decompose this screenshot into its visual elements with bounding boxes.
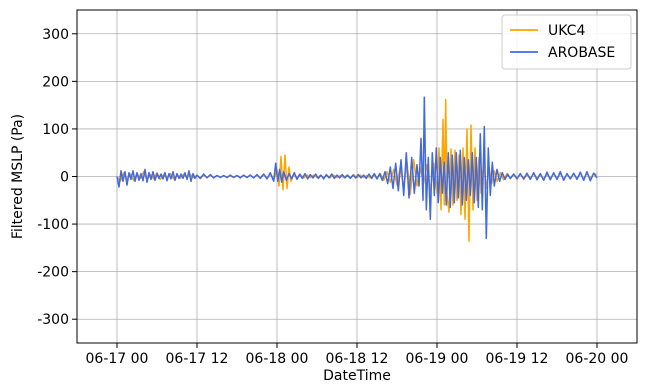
axis-ticks: 06-17 00 06-17 12 06-18 00 06-18 12 06-19 00… — [37, 27, 628, 367]
y-tick-label: -200 — [37, 265, 69, 281]
series-line-arobase — [116, 96, 598, 240]
legend-label: UKC4 — [548, 23, 585, 39]
y-tick-label: 0 — [60, 170, 69, 186]
x-tick-label: 06-17 00 — [86, 351, 149, 367]
y-tick-label: -300 — [37, 312, 69, 328]
x-axis-label: DateTime — [323, 368, 391, 384]
series-lines — [116, 96, 598, 242]
x-tick-label: 06-19 00 — [406, 351, 469, 367]
y-tick-label: 200 — [42, 74, 69, 90]
legend: UKC4 AROBASE — [501, 14, 632, 70]
x-tick-label: 06-18 12 — [326, 351, 389, 367]
y-axis-label: Filtered MSLP (Pa) — [10, 114, 26, 239]
x-tick-label: 06-20 00 — [566, 351, 629, 367]
y-tick-label: 100 — [42, 122, 69, 138]
x-tick-label: 06-19 12 — [486, 351, 549, 367]
y-tick-label: 300 — [42, 27, 69, 43]
x-tick-label: 06-18 00 — [246, 351, 309, 367]
legend-box — [501, 14, 632, 70]
x-tick-label: 06-17 12 — [166, 351, 229, 367]
legend-label: AROBASE — [548, 45, 615, 61]
y-tick-label: -100 — [37, 217, 69, 233]
